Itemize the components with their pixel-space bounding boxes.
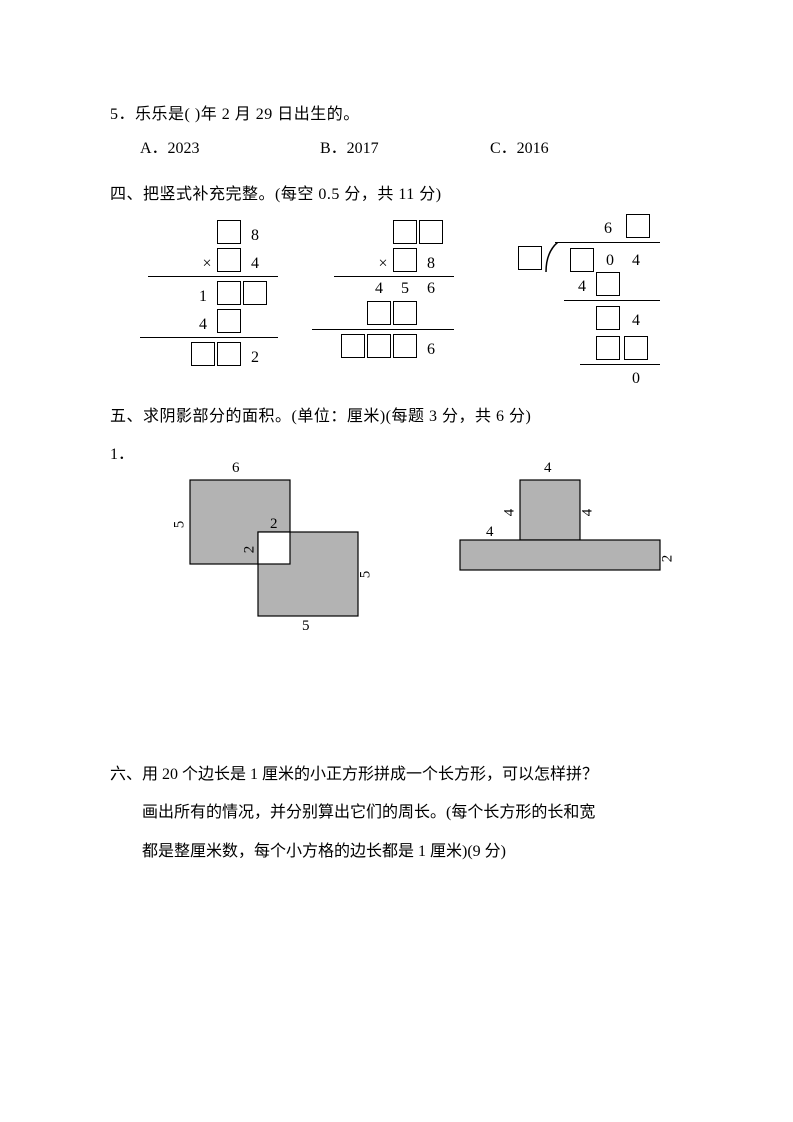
dim-label: 4 [501, 509, 518, 517]
digit: 4 [578, 278, 586, 296]
blank-box [217, 220, 241, 244]
blank-box [518, 246, 542, 270]
q5-number: 5． [110, 106, 135, 123]
dim-label: 2 [270, 516, 278, 533]
digit: 1 [190, 289, 216, 305]
digit: 2 [242, 350, 268, 366]
blank-box [419, 220, 443, 244]
multiply-figure-1: 8 × 4 1 4 2 [128, 220, 298, 390]
blank-box [217, 281, 241, 305]
section5-title: 五、求阴影部分的面积。(单位：厘米)(每题 3 分，共 6 分) [110, 402, 683, 426]
digit: 8 [242, 228, 268, 244]
choice-c: C．2016 [490, 134, 549, 158]
operator: × [198, 256, 216, 272]
rule-line [564, 300, 660, 301]
digit: 6 [418, 281, 444, 297]
digit: 4 [190, 317, 216, 333]
q5-after: )年 2 月 29 日出生的。 [195, 106, 360, 123]
digit: 8 [418, 256, 444, 272]
blank-box [393, 301, 417, 325]
area-figure-2-svg [440, 466, 680, 606]
section6-line2: 画出所有的情况，并分别算出它们的周长。(每个长方形的长和宽 [110, 794, 683, 832]
blank-box [624, 336, 648, 360]
blank-box [596, 272, 620, 296]
q5-before: 乐乐是( [135, 106, 190, 123]
blank-box [367, 334, 391, 358]
division-bracket-icon [544, 242, 560, 274]
dim-label: 2 [241, 546, 258, 554]
blank-box [570, 248, 594, 272]
rule-line [140, 337, 278, 338]
section4-title: 四、把竖式补充完整。(每空 0.5 分，共 11 分) [110, 180, 683, 204]
blank-box [626, 214, 650, 238]
blank-box [217, 309, 241, 333]
digit: 4 [632, 252, 640, 270]
blank-box [217, 248, 241, 272]
blank-box [367, 301, 391, 325]
rule-line [580, 364, 660, 365]
area-figures-row: 6 5 2 2 5 5 4 4 4 4 2 [120, 466, 683, 636]
digit: 0 [632, 370, 640, 388]
blank-box [191, 342, 215, 366]
operator: × [374, 256, 392, 272]
blank-box [393, 220, 417, 244]
area-figure-1-svg [170, 466, 400, 636]
digit: 4 [632, 312, 640, 330]
dim-label: 6 [232, 460, 240, 477]
digit: 5 [392, 281, 418, 297]
choice-a: A．2023 [140, 134, 320, 158]
dim-label: 5 [171, 521, 188, 529]
dim-label: 4 [486, 524, 494, 541]
dim-label: 4 [544, 460, 552, 477]
area-figure-2: 4 4 4 4 2 [440, 466, 680, 606]
blank-box [596, 306, 620, 330]
section6: 六、用 20 个边长是 1 厘米的小正方形拼成一个长方形，可以怎样拼？ 画出所有… [110, 756, 683, 871]
digit: 4 [242, 256, 268, 272]
section5-item-1: 1． [110, 440, 683, 464]
digit: 6 [604, 220, 612, 238]
blank-box [243, 281, 267, 305]
multiply-figure-2: × 8 4 5 6 6 [304, 220, 494, 390]
rule-line [334, 276, 454, 277]
blank-box [596, 336, 620, 360]
digit: 4 [366, 281, 392, 297]
digit: 6 [418, 342, 444, 358]
blank-box [393, 334, 417, 358]
digit: 0 [606, 252, 614, 270]
section6-line3: 都是整厘米数，每个小方格的边长都是 1 厘米)(9 分) [110, 833, 683, 871]
area-figure-1: 6 5 2 2 5 5 [170, 466, 400, 636]
question-5: 5．乐乐是( )年 2 月 29 日出生的。 [110, 100, 683, 124]
choice-b: B．2017 [320, 134, 490, 158]
q5-choices: A．2023 B．2017 C．2016 [110, 134, 683, 158]
vertical-calc-row: 8 × 4 1 4 2 × 8 [128, 220, 683, 390]
dim-label: 5 [357, 571, 374, 579]
blank-box [393, 248, 417, 272]
rule-line [555, 242, 660, 243]
blank-box [217, 342, 241, 366]
dim-label: 4 [579, 509, 596, 517]
rule-line [312, 329, 454, 330]
long-division-figure: 6 0 4 4 4 0 [500, 220, 670, 390]
section6-line1: 六、用 20 个边长是 1 厘米的小正方形拼成一个长方形，可以怎样拼？ [110, 756, 683, 794]
rule-line [148, 276, 278, 277]
blank-box [341, 334, 365, 358]
dim-label: 5 [302, 618, 310, 635]
dim-label: 2 [659, 555, 676, 563]
